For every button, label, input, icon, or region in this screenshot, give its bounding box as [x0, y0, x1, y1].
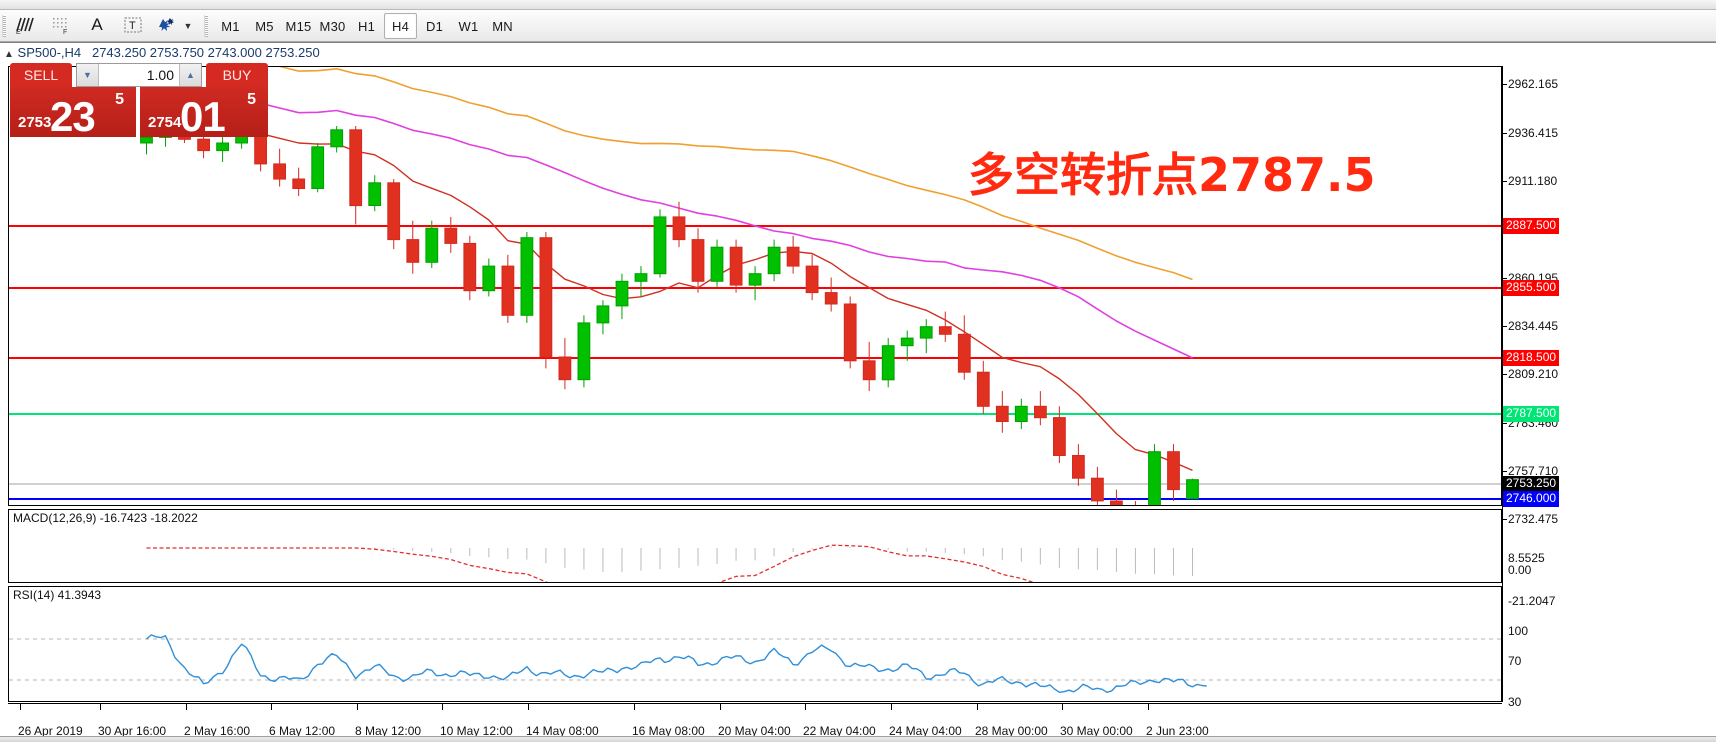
price-axis-line [1502, 66, 1503, 702]
toolbar: E F A T ▼ M1 M5 M15 M3 [0, 10, 1716, 42]
macd-pane[interactable]: MACD(12,26,9) -16.7423 -18.2022 [8, 509, 1502, 583]
price-axis[interactable]: 2962.1652936.4152911.1802885.4302860.195… [1502, 66, 1716, 702]
period-w1[interactable]: W1 [452, 13, 485, 39]
toolbar-upper-strip [0, 0, 1716, 10]
time-tick [634, 704, 635, 710]
svg-text:T: T [129, 20, 136, 32]
price-tick-label: 2809.210 [1508, 367, 1558, 381]
macd-histogram [147, 547, 1193, 576]
macd-canvas [9, 510, 1501, 582]
chart-window: ▲ SP500-,H4 2743.250 2753.750 2743.000 2… [0, 42, 1716, 742]
buy-price-fraction: 5 [247, 91, 256, 109]
rsi-canvas [9, 587, 1501, 701]
rsi-axis-label: 70 [1508, 654, 1521, 668]
buy-button[interactable]: 2754 01 5 [140, 87, 268, 137]
time-tick [1148, 704, 1149, 710]
symbol-header: ▲ SP500-,H4 2743.250 2753.750 2743.000 2… [4, 45, 320, 60]
time-tick [1062, 704, 1063, 710]
price-tick [1502, 278, 1507, 279]
time-tick [977, 704, 978, 710]
sell-button[interactable]: 2753 23 5 [10, 87, 138, 137]
price-tick-label: 2936.415 [1508, 126, 1558, 140]
period-d1[interactable]: D1 [418, 13, 451, 39]
time-tick [357, 704, 358, 710]
rsi-axis-label: 100 [1508, 624, 1528, 638]
chart-annotation-text: 多空转折点2787.5 [968, 139, 1376, 205]
price-level-tag[interactable]: 2887.500 [1503, 218, 1559, 234]
period-m1[interactable]: M1 [214, 13, 247, 39]
price-tick-label: 2732.475 [1508, 512, 1558, 526]
buy-price-main: 01 [180, 93, 225, 137]
price-tick [1502, 519, 1507, 520]
time-tick [186, 704, 187, 710]
price-tick [1502, 133, 1507, 134]
macd-axis-label: 0.00 [1508, 563, 1531, 577]
time-tick [271, 704, 272, 710]
period-mn[interactable]: MN [486, 13, 519, 39]
sell-price-fraction: 5 [115, 91, 124, 109]
text-tool-icon[interactable]: A [82, 13, 112, 37]
macd-axis-label: -21.2047 [1508, 594, 1555, 608]
price-tick [1502, 374, 1507, 375]
sell-price-main: 23 [50, 93, 95, 137]
svg-text:E: E [16, 29, 21, 35]
symbol-name: SP500-,H4 [18, 45, 82, 60]
time-tick [100, 704, 101, 710]
price-level-tag[interactable]: 2818.500 [1503, 350, 1559, 366]
price-tick [1502, 423, 1507, 424]
buy-tab-label[interactable]: BUY [206, 63, 268, 87]
grid-icon[interactable]: F [46, 13, 76, 37]
price-tick [1502, 326, 1507, 327]
indicators-icon[interactable]: E [10, 13, 40, 37]
period-m30[interactable]: M30 [316, 13, 349, 39]
text-label-icon[interactable]: T [118, 13, 148, 37]
time-tick [20, 704, 21, 710]
price-level-tag[interactable]: 2753.250 [1503, 476, 1559, 492]
one-click-trading-panel[interactable]: SELL ▼ 1.00 ▲ BUY 2753 23 5 2754 01 5 [10, 63, 268, 137]
terminal-tab-bar[interactable] [0, 736, 1716, 742]
toolbar-grip-1[interactable] [2, 15, 6, 37]
macd-label: MACD(12,26,9) -16.7423 -18.2022 [13, 511, 198, 525]
price-tick [1502, 471, 1507, 472]
ohlc-values: 2743.250 2753.750 2743.000 2753.250 [92, 45, 320, 60]
volume-decrease-icon[interactable]: ▼ [77, 64, 99, 86]
toolbar-grip-2[interactable] [204, 15, 208, 37]
time-tick [891, 704, 892, 710]
collapse-icon[interactable]: ▲ [4, 49, 14, 60]
price-level-tag[interactable]: 2855.500 [1503, 280, 1559, 296]
time-tick [720, 704, 721, 710]
period-m15[interactable]: M15 [282, 13, 315, 39]
objects-icon[interactable] [154, 13, 180, 37]
sell-tab-label[interactable]: SELL [10, 63, 72, 87]
buy-price-prefix: 2754 [148, 114, 181, 131]
time-tick [442, 704, 443, 710]
period-m5[interactable]: M5 [248, 13, 281, 39]
rsi-label: RSI(14) 41.3943 [13, 588, 101, 602]
price-tick [1502, 84, 1507, 85]
price-level-tag[interactable]: 2787.500 [1503, 406, 1559, 422]
svg-text:F: F [63, 29, 67, 35]
rsi-pane[interactable]: RSI(14) 41.3943 [8, 586, 1502, 702]
rsi-line [147, 635, 1207, 692]
time-tick [528, 704, 529, 710]
price-tick [1502, 181, 1507, 182]
time-tick [805, 704, 806, 710]
rsi-axis-label: 30 [1508, 695, 1521, 709]
price-tick-label: 2834.445 [1508, 319, 1558, 333]
price-tick-label: 2911.180 [1508, 174, 1557, 188]
volume-stepper[interactable]: ▼ 1.00 ▲ [76, 63, 202, 87]
period-h4[interactable]: H4 [384, 13, 417, 39]
macd-signal-line [147, 545, 1193, 582]
price-level-tag[interactable]: 2746.000 [1503, 491, 1559, 507]
volume-value[interactable]: 1.00 [99, 64, 179, 86]
period-h1[interactable]: H1 [350, 13, 383, 39]
volume-increase-icon[interactable]: ▲ [179, 64, 201, 86]
dropdown-arrow-icon[interactable]: ▼ [180, 13, 196, 39]
sell-price-prefix: 2753 [18, 114, 51, 131]
price-tick-label: 2962.165 [1508, 77, 1558, 91]
